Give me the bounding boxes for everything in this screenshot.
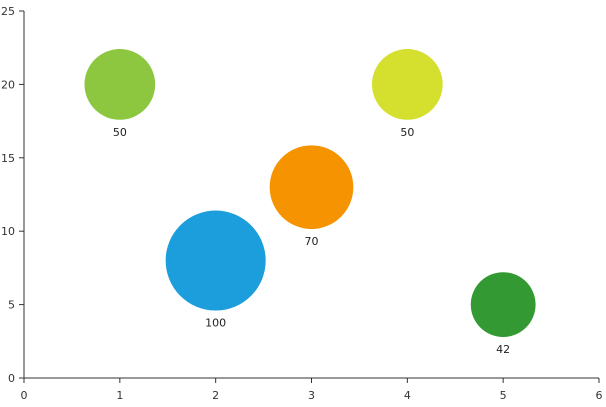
bubble-value-label: 42	[496, 343, 510, 356]
y-tick-label: 5	[8, 299, 15, 312]
y-tick-label: 25	[1, 5, 15, 18]
x-tick-label: 5	[500, 389, 507, 402]
data-label-layer: 50 100 70 50 42	[113, 126, 510, 356]
x-tick-label: 1	[116, 389, 123, 402]
y-tick-label: 20	[1, 78, 15, 91]
y-axis-ticks: 0 5 10 15 20 25	[1, 5, 24, 385]
bubble-value-label: 50	[400, 126, 414, 139]
x-tick-label: 6	[596, 389, 603, 402]
y-tick-label: 15	[1, 152, 15, 165]
y-tick-label: 0	[8, 372, 15, 385]
bubble[interactable]	[470, 272, 536, 338]
bubble-value-label: 100	[205, 317, 226, 330]
x-tick-label: 3	[308, 389, 315, 402]
x-tick-label: 4	[404, 389, 411, 402]
bubble[interactable]	[269, 145, 354, 229]
y-tick-label: 10	[1, 225, 15, 238]
x-axis-ticks: 0 1 2 3 4 5 6	[21, 378, 603, 402]
bubble-value-label: 50	[113, 126, 127, 139]
bubble-layer	[84, 49, 536, 338]
bubble[interactable]	[84, 49, 156, 120]
x-tick-label: 2	[212, 389, 219, 402]
x-tick-label: 0	[21, 389, 28, 402]
bubble[interactable]	[371, 49, 443, 120]
bubble-value-label: 70	[305, 235, 319, 248]
bubble[interactable]	[165, 210, 266, 311]
axes: 0 5 10 15 20 25 0 1 2 3 4 5 6	[1, 5, 603, 402]
